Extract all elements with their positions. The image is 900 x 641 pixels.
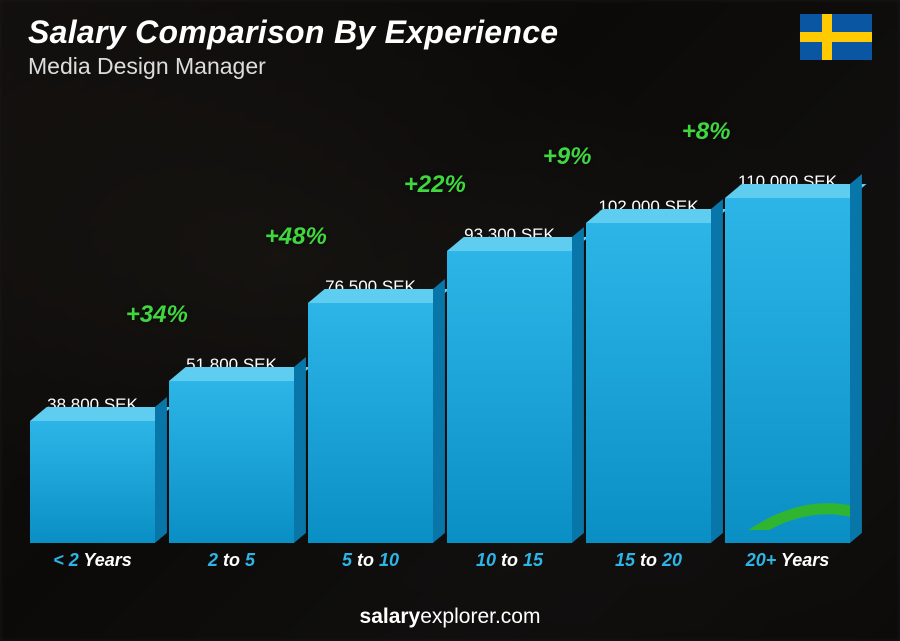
increase-pct-label: +9% [543, 143, 592, 171]
infographic-container: Salary Comparison By Experience Media De… [0, 0, 900, 641]
bar-slot: 38,800 SEK [30, 120, 155, 543]
increase-pct-label: +34% [126, 301, 188, 329]
x-axis-label: < 2 Years [30, 550, 155, 571]
brand-rest: explorer.com [420, 605, 540, 628]
x-axis-label: 15 to 20 [586, 550, 711, 571]
bar [447, 251, 572, 543]
bar [308, 303, 433, 543]
x-axis-labels: < 2 Years 2 to 5 5 to 10 10 to 15 15 to 20 20… [30, 550, 850, 571]
x-axis-label: 2 to 5 [169, 550, 294, 571]
brand-bold: salary [360, 605, 421, 628]
x-axis-label: 20+ Years [725, 550, 850, 571]
bar-slot: 51,800 SEK [169, 120, 294, 543]
increase-pct-label: +22% [404, 171, 466, 199]
chart-title: Salary Comparison By Experience [28, 14, 872, 51]
bar-chart: 38,800 SEK51,800 SEK76,500 SEK93,300 SEK… [30, 120, 850, 571]
header: Salary Comparison By Experience Media De… [28, 14, 872, 80]
x-axis-label: 10 to 15 [447, 550, 572, 571]
sweden-flag-icon [800, 14, 872, 60]
footer-brand: salaryexplorer.com [0, 605, 900, 629]
increase-pct-label: +48% [265, 223, 327, 251]
bar [169, 381, 294, 543]
bar-slot: 110,000 SEK [725, 120, 850, 543]
chart-subtitle: Media Design Manager [28, 53, 872, 80]
bar [586, 223, 711, 543]
x-axis-label: 5 to 10 [308, 550, 433, 571]
bar [30, 421, 155, 543]
increase-pct-label: +8% [682, 118, 731, 146]
bar-slot: 102,000 SEK [586, 120, 711, 543]
bar [725, 198, 850, 543]
